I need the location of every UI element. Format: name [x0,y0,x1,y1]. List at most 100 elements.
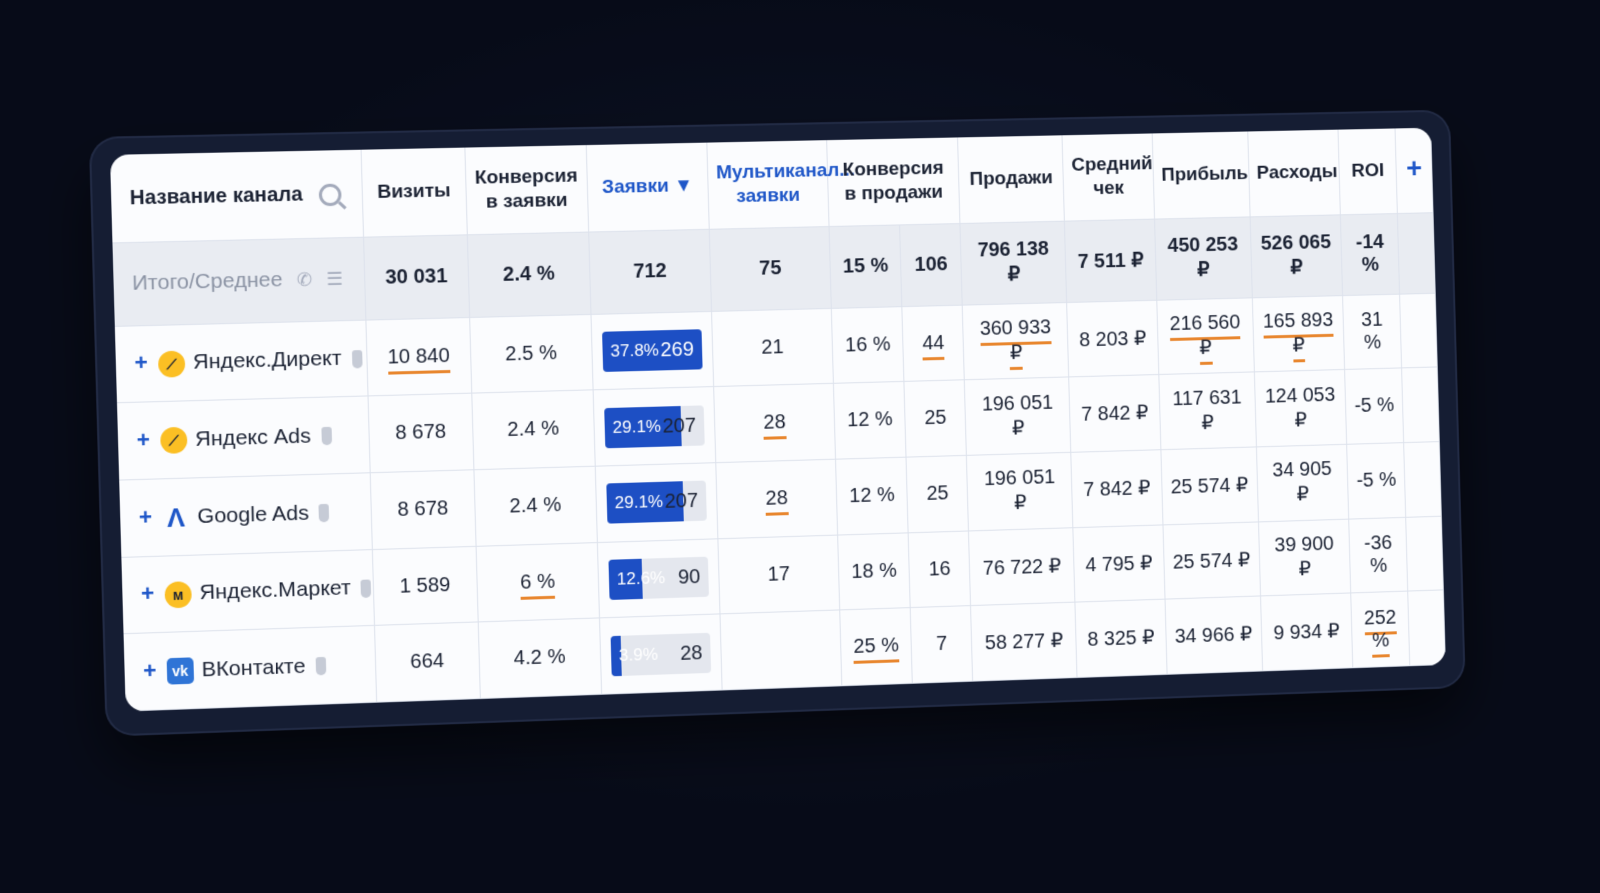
add-column-button[interactable]: + [1395,128,1433,214]
conv-leads-cell: 2.4 % [471,390,595,470]
leads-cell: 12.6% 90 [597,538,720,618]
conv-sales-cell-value: 12 % [849,484,895,507]
orders-cell-value: 7 [936,633,948,655]
leads-share-label: 37.8% [610,330,660,371]
costs-cell-value: 165 893 ₽ [1263,309,1334,362]
leads-bar: 29.1% 207 [604,405,705,448]
conv-sales-cell: 16 % [831,306,904,383]
costs-cell-value: 124 053 ₽ [1265,384,1336,431]
profit-cell: 34 966 ₽ [1165,596,1262,674]
conv-sales-cell-value: 25 % [853,635,899,664]
expand-button[interactable]: + [143,657,157,683]
plug-icon[interactable] [361,579,372,598]
visits-cell-value: 664 [410,650,445,673]
column-multichannel[interactable]: Мультиканал... заявки [707,140,829,229]
list-icon[interactable]: ☰ [326,269,343,291]
total-leads: 712 [588,229,711,314]
sales-cell-value: 58 277 ₽ [985,630,1064,655]
plug-icon[interactable] [321,427,332,446]
channel-name-cell[interactable]: + м Яндекс.Маркет [121,549,374,634]
leads-bar: 37.8% 269 [602,329,703,372]
profit-cell: 25 574 ₽ [1161,447,1258,525]
multichannel-cell-value: 21 [761,336,784,359]
conv-leads-cell: 6 % [476,542,600,622]
orders-cell: 25 [904,380,967,457]
costs-cell: 124 053 ₽ [1254,370,1347,447]
sales-cell: 360 933 ₽ [963,302,1069,380]
avg-check-cell-value: 8 325 ₽ [1087,627,1155,651]
conv-leads-cell-value: 4.2 % [514,646,566,670]
yandex-ads-logo-icon: ⟋ [160,427,188,454]
leads-count: 269 [660,329,695,370]
channel-name: Google Ads [197,501,309,528]
search-icon[interactable] [318,183,341,206]
expand-button[interactable]: + [138,504,152,530]
column-channel-label: Название канала [129,183,302,209]
roi-cell: -5 % [1345,368,1404,444]
orders-cell-value: 16 [928,557,951,580]
leads-bar: 12.6% 90 [608,557,709,600]
column-roi[interactable]: ROI [1338,128,1397,214]
avg-check-cell: 8 203 ₽ [1067,300,1159,377]
leads-cell: 37.8% 269 [591,311,714,390]
roi-cell: 31 % [1343,294,1402,370]
costs-cell-value: 9 934 ₽ [1273,621,1340,645]
channel-name-cell[interactable]: + vk ВКонтакте [124,626,377,711]
column-conv-sales[interactable]: Конверсия в продажи [827,137,961,226]
total-conv-leads: 2.4 % [467,232,591,317]
channel-name-cell[interactable]: + Λ Google Ads [119,473,372,557]
costs-cell: 34 905 ₽ [1256,444,1349,521]
conv-leads-cell-value: 2.5 % [505,342,557,365]
plug-icon[interactable] [319,504,330,523]
roi-cell-value: 252 % [1364,606,1397,657]
orders-cell: 16 [908,531,971,608]
total-profit: 450 253 ₽ [1154,217,1252,300]
report-panel: Название канала Визиты Конверсия в заявк… [91,112,1464,735]
orders-cell: 25 [906,455,969,532]
sales-cell: 196 051 ₽ [965,377,1071,455]
expand-button[interactable]: + [134,350,148,376]
column-costs[interactable]: Расходы [1247,130,1340,217]
expand-button[interactable]: + [136,427,150,453]
costs-cell: 165 893 ₽ [1252,295,1345,372]
leads-count: 90 [677,557,700,598]
leads-share-label: 3.9% [618,634,658,675]
leads-share-label: 29.1% [614,482,664,524]
conv-sales-cell: 18 % [838,533,911,611]
leads-cell: 29.1% 207 [595,463,718,543]
conv-leads-cell-value: 6 % [520,570,556,599]
column-avg-check[interactable]: Средний чек [1062,133,1154,221]
channel-name-cell[interactable]: + ⟋ Яндекс.Директ [115,320,368,403]
column-profit[interactable]: Прибыль [1152,131,1250,219]
avg-check-cell-value: 8 203 ₽ [1079,327,1147,351]
vk-logo-icon: vk [166,658,194,685]
total-avg-check: 7 511 ₽ [1065,219,1157,302]
channel-name-cell[interactable]: + ⟋ Яндекс Ads [117,396,370,480]
multichannel-cell: 21 [711,308,833,387]
column-sales[interactable]: Продажи [958,135,1065,223]
roi-cell: 252 % [1351,591,1410,667]
column-channel[interactable]: Название канала [110,150,363,243]
phone-icon[interactable]: ✆ [296,270,312,292]
roi-cell-value: -5 % [1354,394,1394,417]
plug-icon[interactable] [352,350,363,368]
yandex-market-logo-icon: м [164,581,192,608]
expand-button[interactable]: + [141,581,155,607]
leads-share-label: 29.1% [612,406,662,448]
column-conv-leads[interactable]: Конверсия в заявки [464,145,588,235]
total-conv-sales: 15 % [829,225,902,308]
orders-cell-value: 25 [924,407,947,430]
multichannel-cell [720,610,842,690]
conv-sales-cell: 12 % [833,382,906,459]
total-roi: -14 % [1341,214,1400,296]
avg-check-cell: 7 842 ₽ [1069,375,1161,452]
column-leads-sorted[interactable]: Заявки ▼ [586,143,709,232]
plug-icon[interactable] [316,657,327,676]
avg-check-cell: 7 842 ₽ [1071,450,1163,528]
column-visits[interactable]: Визиты [361,148,467,238]
yandex-direct-logo-icon: ⟋ [158,350,186,377]
multichannel-cell-value: 28 [765,487,788,516]
google-ads-logo-icon: Λ [162,504,190,531]
visits-cell: 664 [374,622,480,702]
visits-cell: 1 589 [372,546,478,626]
